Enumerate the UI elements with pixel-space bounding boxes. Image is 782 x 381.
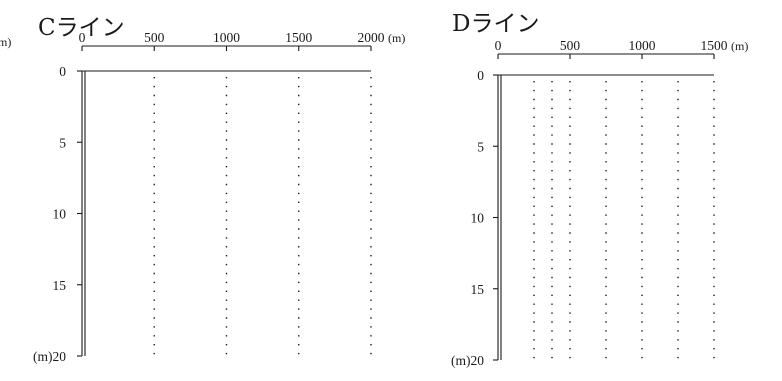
x-tick-label: 1000 [629, 38, 656, 53]
y-tick-label: 15 [53, 278, 67, 293]
y-tick-label: 10 [53, 207, 67, 222]
x-tick-label: 1000 [213, 30, 240, 45]
y-tick-label: (m)20 [33, 349, 66, 364]
x-tick-label: 500 [560, 38, 581, 53]
x-tick-label: 500 [144, 30, 165, 45]
y-tick-label: 10 [471, 211, 485, 226]
y-tick-label: 0 [59, 64, 66, 79]
x-tick-label: 1500 [701, 38, 728, 53]
chart-title: Cライン [38, 15, 125, 41]
y-tick-label: 15 [471, 282, 485, 297]
x-tick-label: 2000 [358, 30, 385, 45]
y-tick-label: 5 [59, 135, 66, 150]
chart-title: Dライン [452, 11, 539, 37]
y-tick-label: (m)20 [451, 353, 484, 368]
x-tick-label: 0 [79, 30, 86, 45]
x-unit-label: (m) [388, 31, 405, 45]
x-tick-label: 0 [495, 38, 502, 53]
y-tick-label: 0 [477, 68, 484, 83]
x-unit-label: (m) [731, 39, 748, 53]
y-tick-label: 5 [477, 139, 484, 154]
y-unit-label-clipped: m) [0, 35, 11, 49]
x-tick-label: 1500 [285, 30, 312, 45]
